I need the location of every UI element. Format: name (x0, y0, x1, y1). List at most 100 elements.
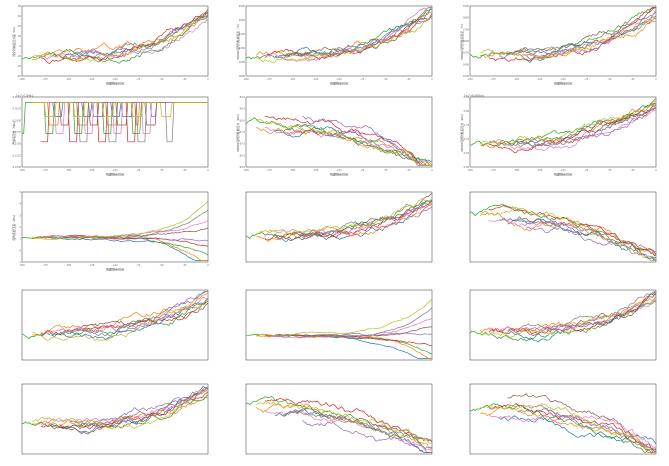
y-tick-label: 0.1500 (13, 166, 22, 169)
x-tick-label: -150 (66, 169, 72, 172)
y-tick-label: 3500 (463, 52, 470, 55)
x-tick-label: -175 (267, 169, 273, 172)
series-line (40, 102, 208, 143)
chart-panel-r5c1 (12, 382, 220, 466)
series-line (32, 17, 209, 62)
y-tick-label: 0.1600 (13, 119, 22, 122)
y-tick-label: 0.1550 (13, 143, 22, 146)
chart-svg-r2c1: 1e-2+7.64e1 -200 -175 -150 -125 -100 -75 -50 -25… (12, 94, 209, 177)
axes-frame (469, 5, 657, 77)
series-line (256, 298, 433, 337)
series-line (469, 403, 657, 453)
y-tick-label: 40 (18, 25, 22, 28)
x-tick-label: 0 (655, 169, 657, 172)
series-line (256, 401, 433, 444)
series-line (256, 203, 433, 242)
series-line (21, 14, 209, 64)
x-tick-label: -100 (560, 78, 566, 81)
series-line (480, 206, 656, 261)
chart-panel-r4c3 (460, 288, 668, 372)
x-tick-label: -200 (243, 169, 249, 172)
axes-frame (21, 96, 209, 168)
y-tick-label: 0 (19, 45, 21, 48)
chart-panel-r1c3: -200 -175 -150 -125 -100 -75 -50 -25 0 3300 3400 35… (460, 4, 668, 88)
series-line (78, 387, 209, 427)
y-tick-label: 4600 (239, 19, 246, 22)
series-line (40, 234, 209, 247)
axes-frame (245, 96, 433, 168)
x-tick-label: -100 (112, 169, 118, 172)
axes-frame (245, 289, 433, 361)
series-line (32, 102, 208, 126)
y-tick-label: 0.75 (464, 124, 470, 127)
series-line (69, 102, 208, 143)
y-tick-label: 20 (18, 35, 22, 38)
chart-panel-r3c3 (460, 190, 668, 274)
series-line (480, 402, 656, 453)
series-line (32, 201, 209, 240)
chart-panel-r5c3 (460, 382, 668, 466)
series-line (32, 298, 209, 341)
x-axis-label: 到期剩余时间 (106, 172, 124, 177)
series-line (507, 218, 657, 257)
series-line (21, 301, 209, 340)
series-line (78, 15, 209, 58)
chart-svg-r4c1 (21, 289, 209, 361)
chart-svg-r3c2 (245, 191, 433, 263)
chart-svg-r4c2 (245, 289, 433, 361)
axes-frame (245, 191, 433, 263)
series-line (507, 393, 656, 453)
y-axis-label: PB900吸附剂柱前压力（kPa） (236, 112, 240, 151)
series-line (256, 402, 433, 449)
offset-note: 1e-2+6.0605e1 (464, 94, 485, 98)
x-tick-label: -150 (290, 169, 296, 172)
series-line (264, 201, 433, 237)
y-tick-label: 0.1650 (13, 96, 22, 99)
chart-svg-r5c3 (469, 383, 657, 455)
series-line (22, 102, 208, 134)
x-tick-label: -75 (360, 169, 364, 172)
series-line (256, 198, 433, 236)
x-tick-label: 0 (431, 78, 433, 81)
series-line (40, 388, 209, 427)
y-tick-label: 3300 (463, 75, 470, 78)
series-line (50, 386, 209, 435)
series-line (264, 397, 433, 443)
x-tick-label: -125 (89, 264, 95, 267)
series-line (488, 219, 656, 261)
chart-panel-r3c1: -200 -175 -150 -125 -100 -75 -50 -25 0 -1 0 1 2 3 4 5 到期… (12, 190, 220, 274)
x-tick-label: -175 (267, 78, 273, 81)
series-line (40, 296, 209, 335)
chart-panel-r1c2: -200 -175 -150 -125 -100 -75 -50 -25 0 3800 4000 42… (236, 4, 444, 88)
series-line (40, 20, 209, 60)
x-tick-label: -25 (183, 264, 187, 267)
y-tick-label: 88.0 (240, 119, 246, 122)
x-tick-label: 0 (207, 78, 209, 81)
series-line (469, 300, 657, 342)
series-line (517, 216, 657, 253)
series-line (302, 419, 432, 453)
chart-panel-r4c2 (236, 288, 444, 372)
axes-frame (21, 289, 209, 361)
x-tick-label: -150 (514, 169, 520, 172)
y-tick-label: 4800 (239, 5, 246, 8)
chart-panel-r2c3: 1e-2+6.0605e1 -200 -175 -150 -125 -100 -75 -50 -… (460, 94, 668, 179)
y-tick-label: 3800 (463, 17, 470, 20)
series-line (283, 193, 433, 241)
series-line (283, 7, 433, 57)
series-line (283, 407, 433, 442)
y-tick-label: 3900 (463, 5, 470, 8)
axes-frame (469, 289, 657, 361)
y-axis-label: PB900吸附剂柱后温度（℃） (460, 22, 464, 59)
chart-svg-r2c3: 1e-2+6.0605e1 -200 -175 -150 -125 -100 -75 -50 -… (460, 94, 657, 177)
x-tick-label: -125 (313, 78, 319, 81)
y-tick-label: 3400 (463, 63, 470, 66)
series-line (488, 299, 657, 333)
chart-svg-r2c2: -200 -175 -150 -125 -100 -75 -50 -25 0 86.0 86.5 87… (236, 96, 433, 177)
x-tick-label: -150 (514, 78, 520, 81)
x-axis-label: 到期剩余时间 (330, 172, 348, 177)
x-axis-label: 到期剩余时间 (106, 81, 124, 86)
y-tick-label: 5 (19, 191, 21, 194)
x-tick-label: -200 (467, 169, 473, 172)
series-line (479, 296, 657, 335)
